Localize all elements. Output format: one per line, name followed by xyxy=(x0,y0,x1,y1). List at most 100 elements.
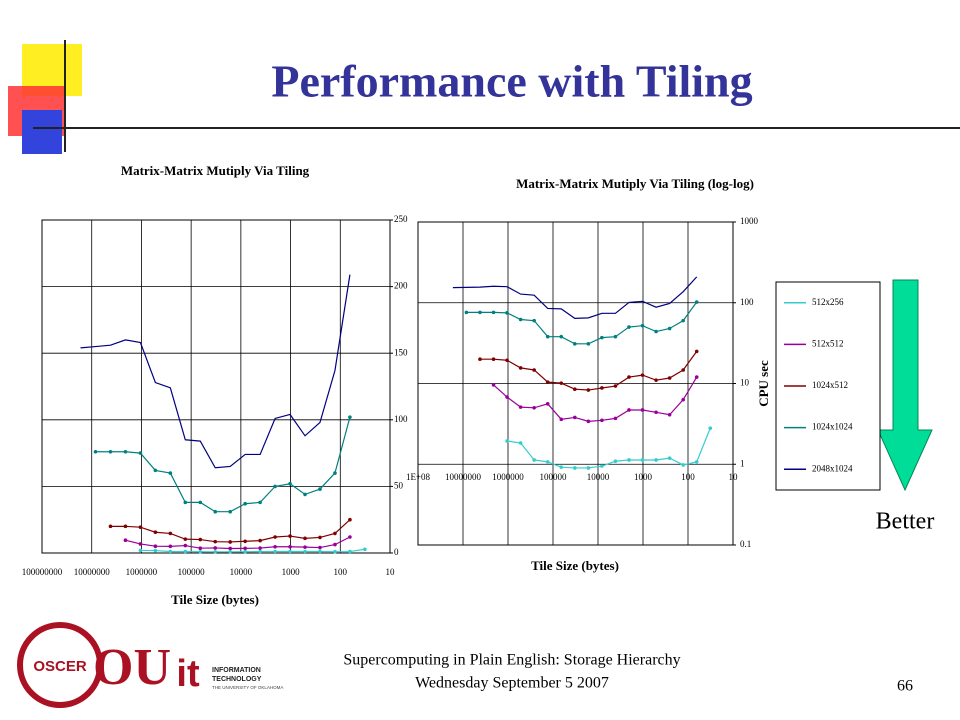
slide-title: Performance with Tiling xyxy=(271,56,752,107)
series-marker xyxy=(491,310,496,315)
series-marker xyxy=(333,542,337,547)
series-marker xyxy=(228,540,232,544)
y-tick-label: 50 xyxy=(394,480,404,490)
series-marker xyxy=(627,375,631,379)
logo-text: THE UNIVERSITY OF OKLAHOMA xyxy=(212,685,283,690)
series-line xyxy=(95,416,351,513)
series-marker xyxy=(273,544,277,549)
series-marker xyxy=(228,546,232,551)
series-marker xyxy=(168,531,173,536)
series-marker xyxy=(168,549,173,554)
series-marker xyxy=(640,458,645,462)
plot-area xyxy=(41,219,391,554)
x-tick-label: 10000000 xyxy=(445,472,482,482)
series-marker xyxy=(505,311,509,315)
logo-ou: OU xyxy=(93,639,171,696)
series-marker xyxy=(545,402,550,406)
x-tick-label: 1000000 xyxy=(126,567,158,577)
deco-blue xyxy=(22,110,62,154)
x-tick-label: 10 xyxy=(386,567,396,577)
series-line xyxy=(140,548,365,553)
y-tick-label: 100 xyxy=(740,297,754,307)
series-marker xyxy=(640,323,645,328)
series-marker xyxy=(198,546,203,551)
series-marker xyxy=(532,406,536,410)
x-tick-label: 100000000 xyxy=(22,567,63,577)
x-tick-label: 100 xyxy=(681,472,695,482)
series-marker xyxy=(694,375,699,379)
series-marker xyxy=(138,548,143,553)
series-marker xyxy=(123,538,128,543)
series-marker xyxy=(273,535,277,539)
series-marker xyxy=(681,368,685,372)
series-marker xyxy=(586,466,591,470)
series-marker xyxy=(667,412,672,417)
series-marker xyxy=(613,384,618,388)
series-marker xyxy=(183,537,188,541)
logo-text: OSCER xyxy=(33,658,87,675)
series-marker xyxy=(518,366,523,370)
x-tick-label: 1000 xyxy=(634,472,653,482)
y-tick-label: 200 xyxy=(394,281,408,291)
series-marker xyxy=(168,471,173,475)
series-marker xyxy=(573,342,577,346)
series-marker xyxy=(491,383,496,387)
series-marker xyxy=(183,543,188,548)
series-marker xyxy=(93,449,98,454)
series-marker xyxy=(518,441,523,445)
series-marker xyxy=(559,465,564,469)
series-marker xyxy=(288,481,292,486)
series-marker xyxy=(708,426,713,430)
series-marker xyxy=(138,451,143,455)
series-marker xyxy=(123,449,128,454)
series-marker xyxy=(586,342,591,346)
series-marker xyxy=(667,326,672,331)
series-marker xyxy=(532,368,536,372)
series-marker xyxy=(545,380,550,384)
series-marker xyxy=(258,546,262,550)
series-marker xyxy=(573,466,577,470)
series-marker xyxy=(138,542,143,546)
series-marker xyxy=(303,545,307,549)
series-marker xyxy=(333,471,337,475)
series-marker xyxy=(363,547,367,552)
logo-text: INFORMATION xyxy=(212,667,261,674)
x-tick-label: 100 xyxy=(334,567,348,577)
y-axis-label: CPU sec xyxy=(756,360,771,407)
series-marker xyxy=(491,357,496,361)
series-marker xyxy=(153,548,158,553)
series-marker xyxy=(108,524,113,529)
x-tick-label: 100000 xyxy=(540,472,568,482)
series-marker xyxy=(627,408,631,412)
series-marker xyxy=(258,549,262,554)
series-marker xyxy=(694,349,699,354)
series-marker xyxy=(464,310,469,315)
series-marker xyxy=(348,415,352,419)
series-marker xyxy=(333,531,337,536)
series-marker xyxy=(573,387,577,391)
y-tick-label: 0 xyxy=(394,547,399,557)
series-line xyxy=(452,276,698,320)
series-marker xyxy=(478,310,482,315)
footer: Wednesday September 5 2007 xyxy=(415,675,609,692)
legend-label: 1024x1024 xyxy=(812,422,853,432)
series-marker xyxy=(303,492,307,497)
x-tick-label: 1000000 xyxy=(492,472,524,482)
series-marker xyxy=(273,484,277,489)
series-marker xyxy=(258,538,262,543)
series-marker xyxy=(348,535,352,539)
series-marker xyxy=(640,408,645,412)
chart-title: Matrix-Matrix Mutiply Via Tiling (log-lo… xyxy=(516,176,754,191)
series-marker xyxy=(654,329,658,334)
series-marker xyxy=(559,334,564,339)
x-tick-label: 10000000 xyxy=(74,567,111,577)
series-marker xyxy=(183,549,188,554)
series-marker xyxy=(243,546,247,551)
series-marker xyxy=(600,418,604,423)
series-marker xyxy=(613,416,618,421)
series-marker xyxy=(288,549,292,554)
series-marker xyxy=(213,546,218,550)
series-marker xyxy=(198,500,203,505)
series-marker xyxy=(213,539,218,544)
